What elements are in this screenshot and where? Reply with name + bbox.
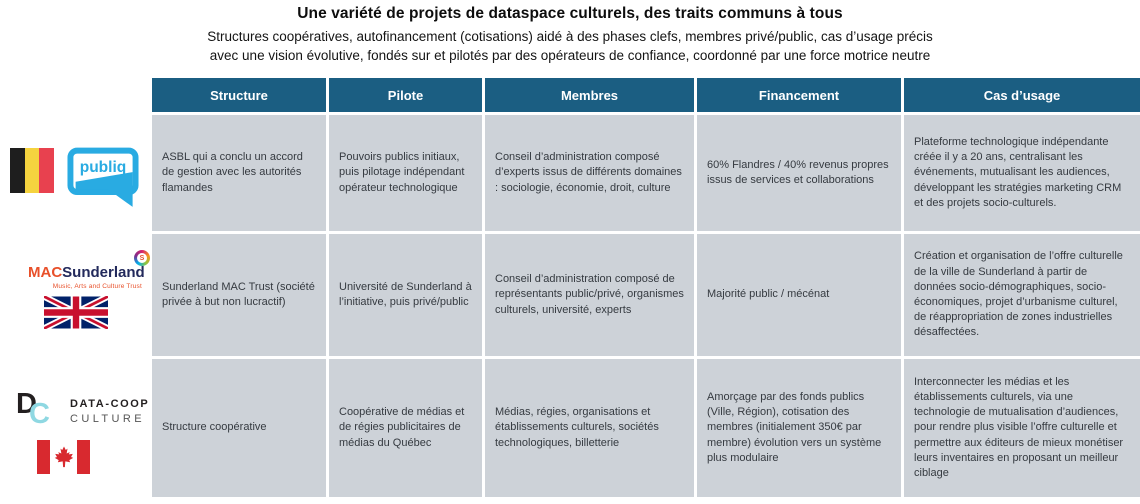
sunderland-text: Sunderland bbox=[62, 264, 145, 281]
canada-flag-icon bbox=[37, 440, 90, 474]
row2-structure: Sunderland MAC Trust (société privée à b… bbox=[152, 234, 326, 356]
united-kingdom-flag-icon bbox=[44, 296, 108, 329]
row1-pilote: Pouvoirs publics initiaux, puis pilotage… bbox=[329, 115, 482, 231]
publiq-logo: publiq bbox=[66, 146, 140, 213]
row1-financement: 60% Flandres / 40% revenus propres issus… bbox=[697, 115, 901, 231]
dc-monogram-c: C bbox=[29, 398, 50, 430]
row1-membres: Conseil d’administration composé d’exper… bbox=[485, 115, 694, 231]
maple-leaf-icon bbox=[54, 446, 73, 468]
publiq-wordmark: publiq bbox=[80, 159, 127, 176]
data-coop-wordmark: DATA-COOP CULTURE bbox=[70, 398, 149, 425]
header-structure: Structure bbox=[152, 78, 326, 112]
row2-cas-usage: Création et organisation de l’offre cult… bbox=[904, 234, 1140, 356]
row2-pilote: Université de Sunderland à l’initiative,… bbox=[329, 234, 482, 356]
canada-flag-center bbox=[50, 440, 77, 474]
subtitle-line-2: avec une vision évolutive, fondés sur et… bbox=[209, 48, 931, 64]
mac-sunderland-badge-letter: S bbox=[137, 253, 147, 263]
data-coop-culture-logo: D C DATA-COOP CULTURE bbox=[16, 390, 149, 432]
header-pilote: Pilote bbox=[329, 78, 482, 112]
subtitle: Structures coopératives, autofinancement… bbox=[0, 27, 1140, 65]
belgium-flag-icon bbox=[10, 148, 55, 193]
belgium-flag-black-band bbox=[10, 148, 25, 193]
dc-monogram-d: D bbox=[16, 388, 37, 420]
row3-financement: Amorçage par des fonds publics (Ville, R… bbox=[697, 359, 901, 497]
publiq-speech-bubble-icon: publiq bbox=[67, 147, 139, 207]
row3-structure: Structure coopérative bbox=[152, 359, 326, 497]
header-cas-usage: Cas d’usage bbox=[904, 78, 1140, 112]
subtitle-line-1: Structures coopératives, autofinancement… bbox=[207, 29, 933, 44]
canada-flag-right-band bbox=[77, 440, 90, 474]
belgium-flag-red-band bbox=[39, 148, 55, 193]
title-block: Une variété de projets de dataspace cult… bbox=[0, 5, 1140, 65]
mac-sunderland-logo: S MACSunderland Music, Arts and Culture … bbox=[28, 250, 150, 290]
row2-membres: Conseil d’administration composé de repr… bbox=[485, 234, 694, 356]
row2-financement: Majorité public / mécénat bbox=[697, 234, 901, 356]
mac-text: MAC bbox=[28, 264, 63, 281]
header-financement: Financement bbox=[697, 78, 901, 112]
row3-membres: Médias, régies, organisations et établis… bbox=[485, 359, 694, 497]
row3-pilote: Coopérative de médias et de régies publi… bbox=[329, 359, 482, 497]
row3-cas-usage: Interconnecter les médias et les établis… bbox=[904, 359, 1140, 497]
row1-cas-usage: Plateforme technologique indépendante cr… bbox=[904, 115, 1140, 231]
dc-monogram: D C bbox=[16, 390, 58, 432]
culture-line: CULTURE bbox=[70, 412, 145, 425]
page-title: Une variété de projets de dataspace cult… bbox=[297, 5, 843, 22]
row1-structure: ASBL qui a conclu un accord de gestion a… bbox=[152, 115, 326, 231]
mac-sunderland-tagline: Music, Arts and Culture Trust bbox=[52, 283, 142, 290]
data-coop-line: DATA-COOP bbox=[70, 397, 150, 410]
canada-flag-left-band bbox=[37, 440, 50, 474]
mac-sunderland-badge-icon: S bbox=[134, 250, 150, 266]
belgium-flag-yellow-band bbox=[24, 148, 40, 193]
mac-sunderland-wordmark: MACSunderland bbox=[28, 264, 145, 282]
header-membres: Membres bbox=[485, 78, 694, 112]
comparison-table: Structure Pilote Membres Financement Cas… bbox=[152, 78, 1140, 497]
